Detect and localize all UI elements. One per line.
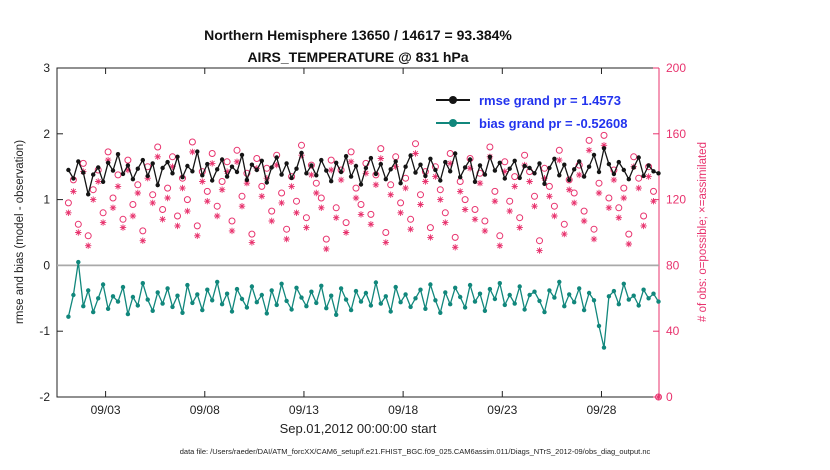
x-tick-label: 09/08: [190, 403, 220, 417]
legend: rmse grand pr = 1.4573 bias grand pr = -…: [436, 92, 627, 131]
left-y-tick-label: 0: [43, 258, 50, 272]
data-file-path: data file: /Users/raeder/DAI/ATM_forcXX/…: [179, 447, 651, 456]
legend-rmse-label: rmse grand pr = 1.4573: [479, 92, 621, 108]
axes-box: [56, 67, 659, 398]
bias-line: [67, 262, 660, 348]
right-y-tick-label: 40: [666, 324, 680, 338]
x-axis-label: Sep.01,2012 00:00:00 start: [279, 421, 437, 436]
x-tick-label: 09/28: [586, 403, 616, 417]
assimilated-markers: [65, 142, 662, 401]
right-y-tick-label: 0: [666, 390, 673, 404]
right-y-tick-label: 160: [666, 127, 686, 141]
legend-rmse-swatch: [436, 98, 470, 102]
left-y-tick-label: 2: [43, 127, 50, 141]
possible-markers: [64, 131, 662, 401]
x-tick-label: 09/13: [289, 403, 319, 417]
bias-points: [66, 259, 661, 350]
chart-title-line2: AIRS_TEMPERATURE @ 831 hPa: [247, 49, 469, 65]
right-y-tick-label: 80: [666, 258, 680, 272]
left-y-tick-label: -2: [39, 390, 50, 404]
chart-title-line1: Northern Hemisphere 13650 / 14617 = 93.3…: [204, 27, 512, 43]
left-y-tick-label: 1: [43, 193, 50, 207]
x-tick-label: 09/18: [388, 403, 418, 417]
legend-bias-label: bias grand pr = -0.52608: [479, 115, 628, 131]
x-tick-label: 09/23: [487, 403, 517, 417]
legend-bias-swatch: [436, 121, 470, 125]
right-axis-label: # of obs: o=possible; ×=assimilated: [697, 142, 709, 322]
x-tick-label: 09/03: [91, 403, 121, 417]
left-y-tick-label: -1: [39, 324, 50, 338]
left-axis-label: rmse and bias (model - observation): [14, 139, 26, 325]
right-y-tick-label: 200: [666, 61, 686, 75]
rmse-points: [66, 146, 661, 197]
legend-item-rmse: rmse grand pr = 1.4573: [436, 92, 627, 108]
legend-item-bias: bias grand pr = -0.52608: [436, 115, 627, 131]
left-y-tick-label: 3: [43, 61, 50, 75]
right-y-tick-label: 120: [666, 193, 686, 207]
